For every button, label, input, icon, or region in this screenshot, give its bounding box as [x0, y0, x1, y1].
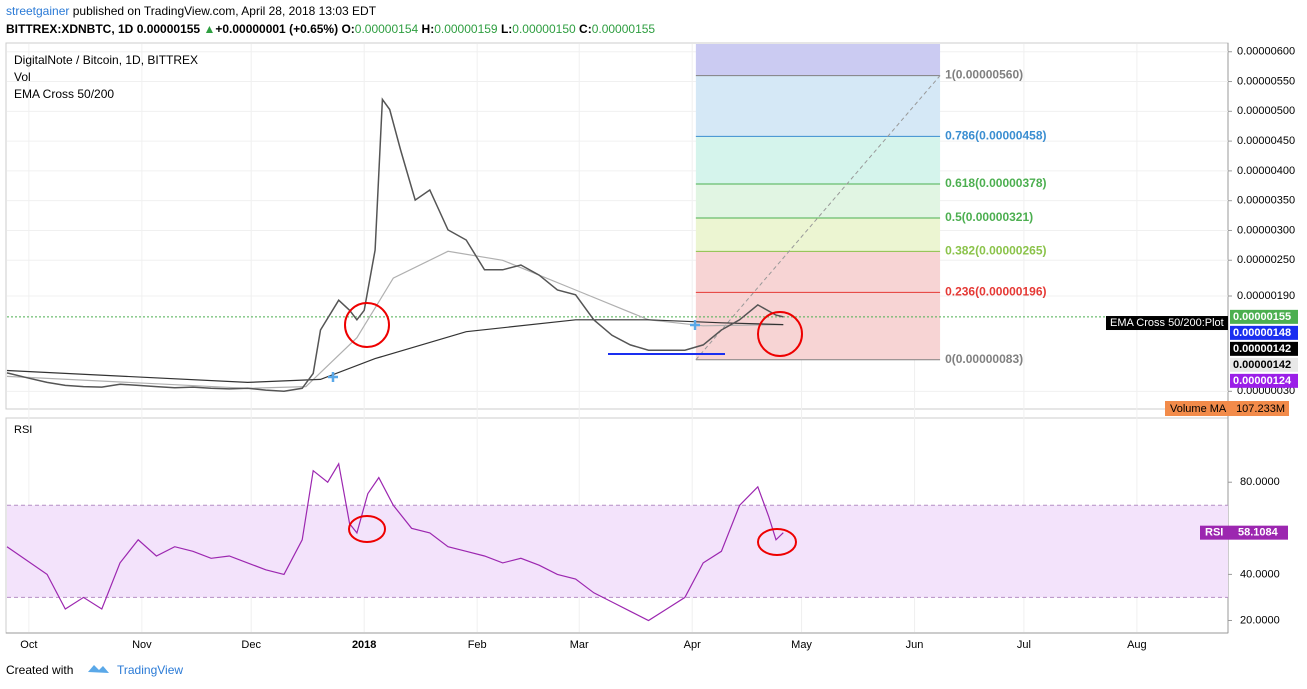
y-tick-label: 0.00000250	[1237, 254, 1295, 266]
price-badge	[1230, 325, 1298, 340]
fib-label: 0.786(0.00000458)	[945, 129, 1046, 143]
symbol: BITTREX:XDNBTC, 1D	[6, 22, 134, 36]
price-badge	[1230, 373, 1298, 388]
x-tick-label: May	[791, 639, 812, 651]
legend-ema: EMA Cross 50/200	[14, 87, 114, 101]
y-tick-label: 0.00000550	[1237, 75, 1295, 87]
series-line	[6, 462, 784, 622]
legend-title: DigitalNote / Bitcoin, 1D, BITTREX	[14, 53, 198, 67]
volume-value: 107.233M	[1236, 403, 1285, 415]
fib-label: 0(0.00000083)	[945, 352, 1023, 366]
annotation-circle	[757, 528, 797, 556]
fib-band	[695, 251, 941, 293]
arrow: ▲	[203, 22, 216, 36]
y-tick-label: 0.00000600	[1237, 46, 1295, 58]
publish-line: streetgainer published on TradingView.co…	[6, 4, 376, 18]
y-tick-label: 0.00000500	[1237, 105, 1295, 117]
fib-label: 0.5(0.00000321)	[945, 210, 1033, 224]
price-badge	[1230, 309, 1298, 324]
price-badge-label: 0.00000142	[1233, 343, 1291, 355]
footer-created: Created with	[6, 663, 73, 677]
rsi-badge-value: 58.1084	[1238, 527, 1279, 539]
x-tick-label: 2018	[352, 639, 376, 651]
price-badge	[1230, 341, 1298, 356]
fib-label: 1(0.00000560)	[945, 68, 1023, 82]
fib-top-band	[695, 44, 941, 76]
rsi-badge	[1200, 525, 1288, 540]
cross-marker	[328, 320, 700, 382]
x-tick-label: Dec	[241, 639, 261, 651]
price-badge-label: 0.00000155	[1233, 311, 1291, 323]
x-tick-label: Jun	[906, 639, 924, 651]
change: +0.00000001 (+0.65%)	[215, 22, 339, 36]
price-badge-label: 0.00000148	[1233, 327, 1291, 339]
annotation-circle	[348, 515, 386, 543]
rsi-title: RSI	[14, 424, 32, 436]
x-tick-label: Apr	[684, 639, 701, 651]
published: published on TradingView.com, April 28, …	[72, 4, 377, 18]
volume-name: Volume MA	[1170, 403, 1227, 415]
fib-band	[695, 136, 941, 184]
h-label: H:	[421, 22, 435, 36]
annotation-circle	[757, 311, 803, 357]
rsi-tick-label: 80.0000	[1240, 476, 1280, 488]
l: 0.00000150	[512, 22, 576, 36]
price-badge-label: 0.00000124	[1233, 375, 1292, 387]
legend-vol: Vol	[14, 70, 31, 84]
x-tick-label: Jul	[1017, 639, 1031, 651]
volume-badge	[1165, 401, 1289, 416]
x-tick-label: Aug	[1127, 639, 1147, 651]
x-tick-label: Nov	[132, 639, 152, 651]
y-tick-label: 0.00000030	[1237, 385, 1295, 397]
fib-band	[695, 217, 941, 252]
y-tick-label: 0.00000350	[1237, 195, 1295, 207]
series-line	[6, 97, 784, 393]
series-line	[6, 319, 784, 384]
price-badge	[1230, 357, 1298, 372]
rsi-badge-name: RSI	[1205, 527, 1223, 539]
x-tick-label: Feb	[468, 639, 487, 651]
c-label: C:	[579, 22, 592, 36]
footer-brand[interactable]: TradingView	[117, 663, 183, 677]
fib-band	[695, 75, 941, 137]
plot-tag	[1106, 316, 1228, 331]
h: 0.00000159	[434, 22, 498, 36]
plot-tag-label: EMA Cross 50/200:Plot	[1110, 317, 1224, 329]
fib-band	[695, 292, 941, 360]
series-line	[6, 250, 784, 389]
fib-label: 0.382(0.00000265)	[945, 243, 1046, 257]
l-label: L:	[500, 22, 513, 36]
rsi-tick-label: 20.0000	[1240, 614, 1280, 626]
quote-line: BITTREX:XDNBTC, 1D 0.00000155 ▲+0.000000…	[6, 22, 655, 36]
tv-logo	[88, 665, 109, 673]
y-tick-label: 0.00000190	[1237, 290, 1295, 302]
x-tick-label: Oct	[20, 639, 37, 651]
o: 0.00000154	[354, 22, 419, 36]
annotation-circle	[344, 302, 390, 348]
y-tick-label: 0.00000400	[1237, 165, 1295, 177]
y-tick-label: 0.00000450	[1237, 135, 1295, 147]
price-badge-label: 0.00000142	[1233, 359, 1291, 371]
x-tick-label: Mar	[570, 639, 589, 651]
user[interactable]: streetgainer	[6, 4, 70, 18]
last: 0.00000155	[136, 22, 201, 36]
fib-label: 0.618(0.00000378)	[945, 176, 1046, 190]
y-tick-label: 0.00000300	[1237, 224, 1295, 236]
rsi-band	[7, 505, 1228, 598]
fib-band	[695, 184, 941, 218]
fib-label: 0.236(0.00000196)	[945, 285, 1046, 299]
rsi-tick-label: 40.0000	[1240, 568, 1280, 580]
o-label: O:	[341, 22, 355, 36]
c: 0.00000155	[591, 22, 656, 36]
